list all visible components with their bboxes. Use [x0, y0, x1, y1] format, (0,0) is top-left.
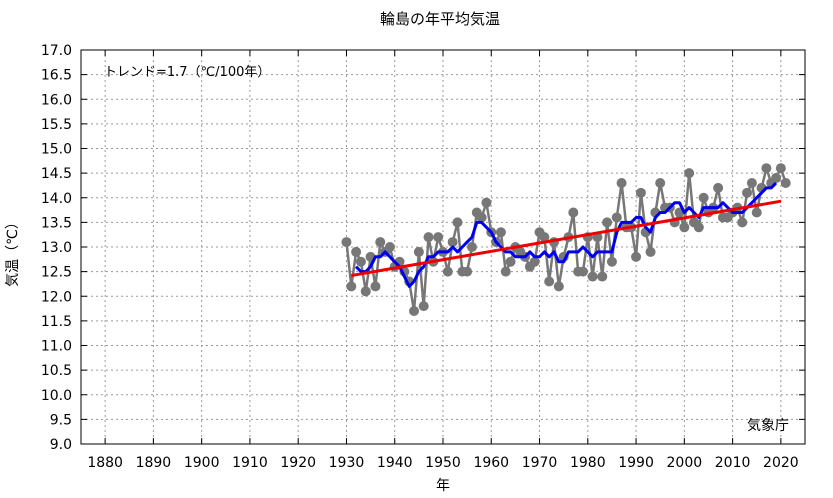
- y-tick-label: 14.5: [41, 166, 72, 182]
- x-tick-label: 1890: [136, 455, 172, 471]
- annual-point: [655, 177, 666, 188]
- trend-annotation: トレンド=1.7（℃/100年）: [104, 65, 270, 80]
- y-tick-label: 12.0: [41, 289, 72, 305]
- y-tick-label: 14.0: [41, 191, 72, 207]
- annual-point: [418, 301, 429, 312]
- x-tick-label: 1920: [280, 455, 316, 471]
- annual-point: [746, 177, 757, 188]
- y-tick-label: 10.0: [41, 388, 72, 404]
- y-tick-label: 9.5: [50, 412, 72, 428]
- annual-point: [413, 246, 424, 257]
- x-tick-label: 1910: [232, 455, 268, 471]
- annual-point: [568, 207, 579, 218]
- y-tick-label: 9.0: [50, 437, 72, 453]
- x-tick-label: 1960: [473, 455, 509, 471]
- annual-point: [409, 306, 420, 317]
- ticks: [81, 49, 805, 445]
- annual-point: [597, 271, 608, 282]
- y-tick-label: 11.5: [41, 314, 72, 330]
- y-tick-label: 13.0: [41, 240, 72, 256]
- annual-point: [553, 281, 564, 292]
- annual-point: [341, 237, 352, 248]
- annual-point: [606, 256, 617, 267]
- annual-point: [635, 187, 646, 198]
- chart-title: 輪島の年平均気温: [380, 10, 500, 28]
- y-tick-label: 16.0: [41, 92, 72, 108]
- annual-point: [360, 286, 371, 297]
- y-tick-label: 13.5: [41, 215, 72, 231]
- y-tick-label: 12.5: [41, 265, 72, 281]
- x-tick-label: 1940: [377, 455, 413, 471]
- annual-point: [713, 182, 724, 193]
- annual-point: [775, 163, 786, 174]
- x-axis-label: 年: [436, 478, 450, 494]
- y-axis-label: 気温（℃）: [5, 215, 21, 287]
- y-tick-label: 15.5: [41, 117, 72, 133]
- annual-point: [375, 237, 386, 248]
- trend-line: [351, 199, 782, 278]
- y-tick-label: 11.0: [41, 339, 72, 355]
- annual-point: [452, 217, 463, 228]
- annual-point: [384, 242, 395, 252]
- annual-point: [693, 222, 704, 233]
- annual-point: [780, 177, 791, 188]
- x-tick-label: 2010: [715, 455, 751, 471]
- annual-point: [495, 227, 506, 238]
- annual-point: [442, 266, 453, 277]
- annual-point: [539, 232, 550, 243]
- annual-point: [684, 168, 695, 179]
- x-tick-labels: 1880 1890 1900 1910 1920 1930 1940 1950 1960 1970…: [87, 455, 798, 471]
- x-tick-label: 1990: [618, 455, 654, 471]
- annual-point: [346, 281, 357, 292]
- y-tick-label: 15.0: [41, 142, 72, 158]
- annual-point: [476, 212, 487, 223]
- y-tick-label: 16.5: [41, 68, 72, 84]
- annual-point: [611, 212, 622, 223]
- series: [341, 163, 791, 317]
- y-tick-labels: 9.0 9.5 10.0 10.5 11.0 11.5 12.0 12.5 13.0 13.5 14…: [41, 43, 72, 453]
- x-tick-label: 1970: [522, 455, 558, 471]
- annual-point: [631, 251, 642, 262]
- annual-point: [742, 187, 753, 198]
- annual-point: [462, 266, 473, 277]
- x-tick-label: 1950: [425, 455, 461, 471]
- annual-point: [481, 197, 492, 208]
- annual-point: [645, 246, 656, 257]
- y-tick-label: 17.0: [41, 43, 72, 59]
- source-label: 気象庁: [747, 418, 789, 434]
- annual-point: [355, 256, 366, 267]
- annual-point: [698, 192, 709, 203]
- annual-point: [447, 237, 458, 248]
- x-tick-label: 1930: [329, 455, 365, 471]
- annual-point: [577, 266, 588, 277]
- annual-point: [587, 271, 598, 282]
- annual-point: [351, 246, 362, 257]
- x-tick-label: 1880: [87, 455, 123, 471]
- annual-point: [370, 281, 381, 292]
- annual-point: [466, 242, 477, 252]
- annual-point: [751, 207, 762, 218]
- annual-point: [737, 217, 748, 228]
- annual-point: [544, 276, 555, 287]
- annual-point: [433, 232, 444, 243]
- annual-point: [529, 256, 540, 267]
- x-tick-label: 2000: [667, 455, 703, 471]
- annual-point: [500, 266, 511, 277]
- annual-point: [602, 217, 613, 228]
- annual-point: [771, 173, 782, 184]
- x-tick-label: 2020: [763, 455, 799, 471]
- y-tick-label: 10.5: [41, 363, 72, 379]
- annual-point: [616, 177, 627, 188]
- annual-point: [505, 256, 516, 267]
- annual-point: [679, 222, 690, 233]
- x-tick-label: 1980: [570, 455, 606, 471]
- x-tick-label: 1900: [184, 455, 220, 471]
- annual-point: [423, 232, 434, 243]
- annual-point: [761, 163, 772, 174]
